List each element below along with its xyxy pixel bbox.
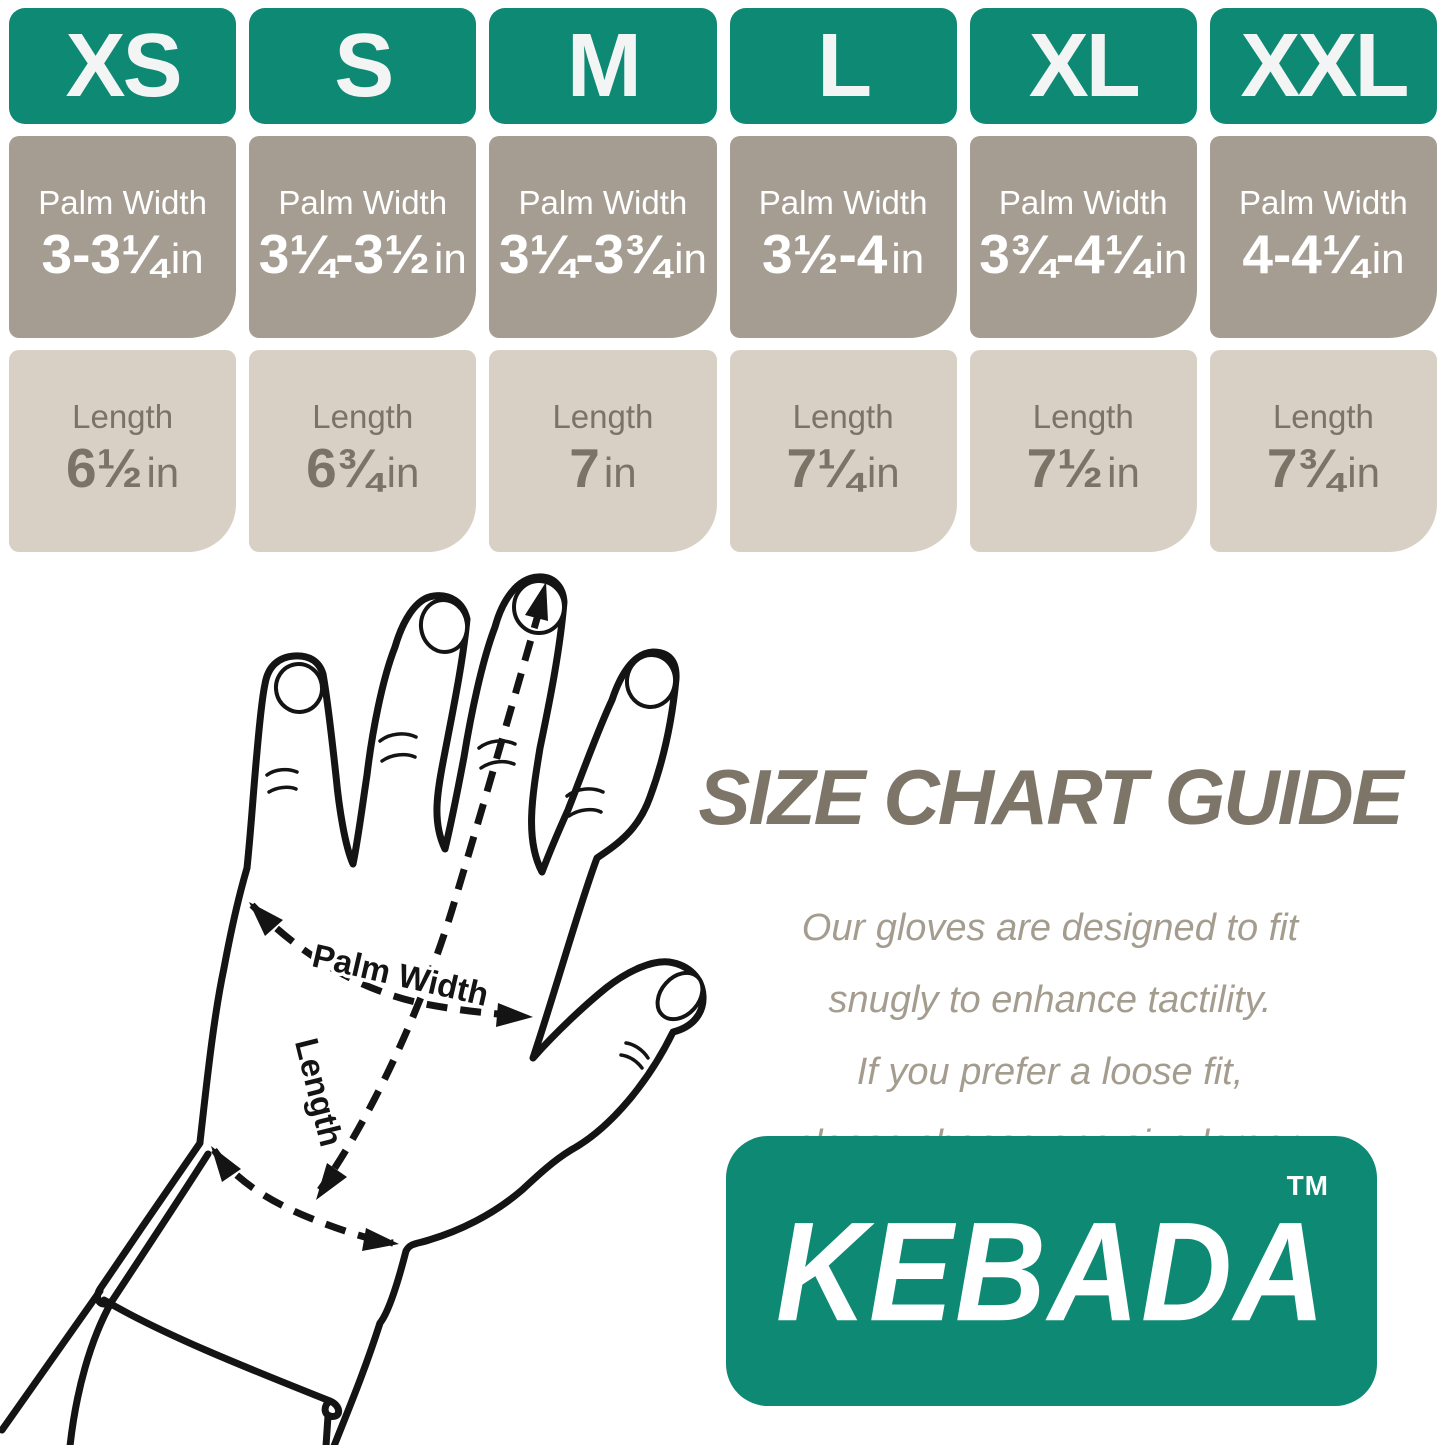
measurement-number: 6¾ (306, 437, 383, 499)
length-label: Length (1272, 398, 1374, 435)
measurement-number: 3½-4 (762, 223, 888, 285)
size-column-xl: XL Palm Width 3¾-4¼in Length 7½in (969, 8, 1197, 552)
length-cell: Length 6¾in (249, 350, 477, 552)
palm-width-value: 3¼-3¾in (499, 225, 707, 288)
length-cell: Length 6½in (9, 350, 237, 552)
size-header: L (729, 8, 957, 124)
fingernail-icons (273, 579, 705, 1022)
palm-width-value: 3-3¼in (42, 225, 204, 288)
palm-width-value: 3½-4in (762, 225, 924, 288)
size-column-l: L Palm Width 3½-4in Length 7¼in (729, 8, 957, 552)
brand-logo: KEBADA (775, 1192, 1327, 1350)
cuff-seam-icon (94, 1139, 212, 1308)
size-header: XS (9, 8, 237, 124)
size-header: XXL (1209, 8, 1437, 124)
length-label: Length (792, 398, 894, 435)
length-label: Length (552, 398, 654, 435)
measurement-number: 4-4¼ (1242, 223, 1368, 285)
length-label: Length (312, 398, 414, 435)
palm-width-label: Palm Width (998, 184, 1168, 221)
measurement-unit: in (1107, 449, 1140, 496)
measurement-number: 3-3¼ (41, 223, 167, 285)
size-label: L (817, 15, 872, 116)
length-arrow (316, 582, 548, 1200)
size-column-xxl: XXL Palm Width 4-4¼in Length 7¾in (1209, 8, 1437, 552)
size-column-s: S Palm Width 3¼-3½in Length 6¾in (249, 8, 477, 552)
length-cell: Length 7¼in (729, 350, 957, 552)
measurement-number: 7 (569, 437, 600, 499)
measurement-unit: in (891, 235, 925, 282)
length-value: 6¾in (306, 439, 419, 502)
palm-width-cell: Palm Width 3½-4in (729, 136, 957, 338)
wrist-arrow (211, 1146, 399, 1251)
guide-line: snugly to enhance tactility. (828, 979, 1272, 1021)
size-header: M (489, 8, 717, 124)
palm-width-cell: Palm Width 3¾-4¼in (969, 136, 1197, 338)
measurement-number: 7½ (1026, 437, 1104, 499)
trademark-symbol: TM (1286, 1170, 1329, 1201)
palm-width-cell: Palm Width 3-3¼in (9, 136, 237, 338)
length-value: 7¾in (1267, 439, 1380, 502)
palm-width-cell: Palm Width 3¼-3¾in (489, 136, 717, 338)
measurement-number: 3¾-4¼ (979, 223, 1151, 285)
size-label: XS (65, 15, 183, 116)
size-label: XL (1028, 15, 1141, 116)
cuff-edge-icon (100, 1296, 343, 1445)
palm-width-value: 3¾-4¼in (979, 225, 1187, 288)
palm-width-label: Palm Width (518, 184, 688, 221)
length-cell: Length 7½in (969, 350, 1197, 552)
palm-width-label: Palm Width (1239, 184, 1408, 221)
length-value: 7¼in (786, 439, 899, 502)
brand-badge: KEBADA TM (726, 1136, 1377, 1406)
hand-outline-icon (196, 573, 707, 1445)
sleeve-lines-icon (0, 1287, 116, 1445)
size-label: S (334, 15, 394, 116)
measurement-unit: in (1154, 235, 1188, 282)
measurement-unit: in (603, 449, 637, 496)
length-cell: Length 7in (489, 350, 717, 552)
size-column-m: M Palm Width 3¼-3¾in Length 7in (489, 8, 717, 552)
length-value: 6½in (66, 439, 179, 502)
measurement-number: 3¼-3¾ (498, 223, 671, 285)
measurement-number: 7¼ (786, 437, 863, 499)
size-label: M (566, 15, 642, 116)
guide-line: Our gloves are designed to fit (801, 907, 1299, 949)
knuckle-crease-icons (265, 732, 650, 1070)
measurement-unit: in (674, 235, 707, 282)
palm-width-label: Palm Width (758, 184, 928, 221)
length-value: 7in (569, 439, 636, 502)
measurement-unit: in (170, 235, 204, 282)
palm-width-cell: Palm Width 4-4¼in (1209, 136, 1437, 338)
length-cell: Length 7¾in (1209, 350, 1437, 552)
hand-measurement-diagram: Palm Width Length (0, 573, 707, 1445)
measurement-unit: in (386, 449, 420, 496)
length-label: Length (1032, 398, 1134, 435)
palm-width-label: Palm Width (278, 184, 448, 221)
measurement-number: 3¼-3½ (258, 223, 430, 285)
length-label: Length (72, 398, 174, 435)
measurement-number: 6½ (65, 437, 143, 499)
size-chart-table: XS Palm Width 3-3¼in Length 6½in S Palm … (9, 8, 1437, 552)
size-header: S (249, 8, 477, 124)
length-value: 7½in (1027, 439, 1140, 502)
measurement-unit: in (146, 449, 180, 496)
palm-width-arrow (249, 902, 533, 1027)
palm-width-value: 3¼-3½in (259, 225, 467, 288)
palm-width-cell: Palm Width 3¼-3½in (249, 136, 477, 338)
palm-width-label: Palm Width (38, 184, 207, 221)
measurement-number: 7¾ (1266, 437, 1344, 499)
measurement-unit: in (1347, 449, 1380, 496)
page-title: SIZE CHART GUIDE (698, 753, 1403, 841)
measurement-unit: in (1371, 235, 1405, 282)
size-label: XXL (1240, 15, 1409, 116)
measurement-unit: in (434, 235, 467, 282)
size-column-xs: XS Palm Width 3-3¼in Length 6½in (9, 8, 237, 552)
guide-line: If you prefer a loose fit, (856, 1051, 1244, 1093)
palm-width-value: 4-4¼in (1242, 225, 1404, 288)
measurement-unit: in (866, 449, 900, 496)
size-header: XL (969, 8, 1197, 124)
